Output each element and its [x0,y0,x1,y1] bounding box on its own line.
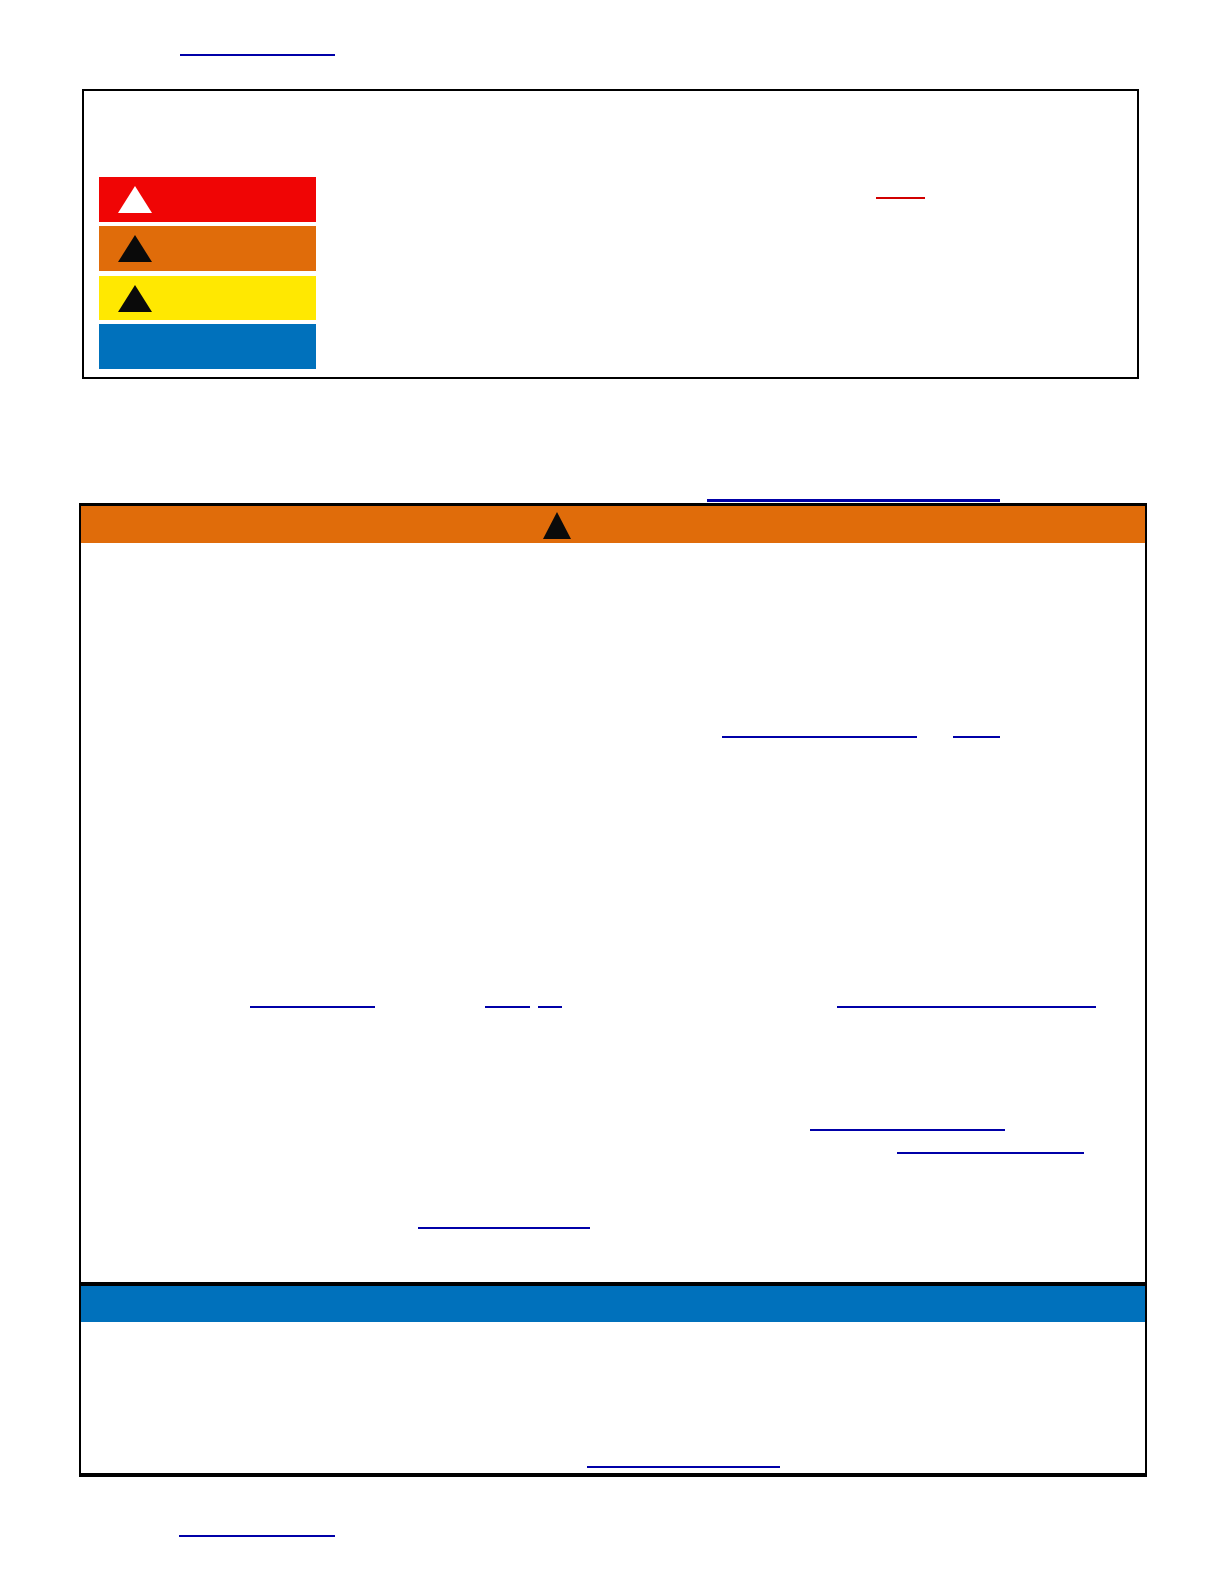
footer-nav-link[interactable] [179,1521,335,1537]
alert-triangle-icon [118,186,152,213]
warning-body-link[interactable] [897,1138,1084,1154]
warning-header-bar [81,506,1145,543]
warning-body-link[interactable] [250,992,375,1008]
notice-header-bar [81,1286,1145,1322]
alert-triangle-icon [118,235,152,262]
warning-section-box [79,503,1147,1286]
top-nav-link[interactable] [180,40,335,56]
legend-inline-red-link[interactable] [876,183,925,199]
notice-section-box [79,1286,1147,1477]
notice-signal-bar [99,324,316,369]
warning-lead-link[interactable] [707,485,1000,502]
alert-triangle-icon [543,512,571,539]
warning-body-link[interactable] [837,992,1096,1008]
warning-body-link[interactable] [953,722,1000,738]
alert-triangle-icon [118,285,152,312]
warning-body-link[interactable] [418,1213,590,1229]
warning-signal-bar [99,226,316,271]
warning-body-link[interactable] [538,992,562,1008]
caution-signal-bar [99,276,316,320]
warning-body-link[interactable] [810,1115,1005,1131]
warning-body-link[interactable] [485,992,530,1008]
notice-body-link[interactable] [587,1452,780,1468]
danger-signal-bar [99,177,316,222]
warning-body-link[interactable] [722,722,917,738]
signal-word-legend-box [82,89,1139,379]
